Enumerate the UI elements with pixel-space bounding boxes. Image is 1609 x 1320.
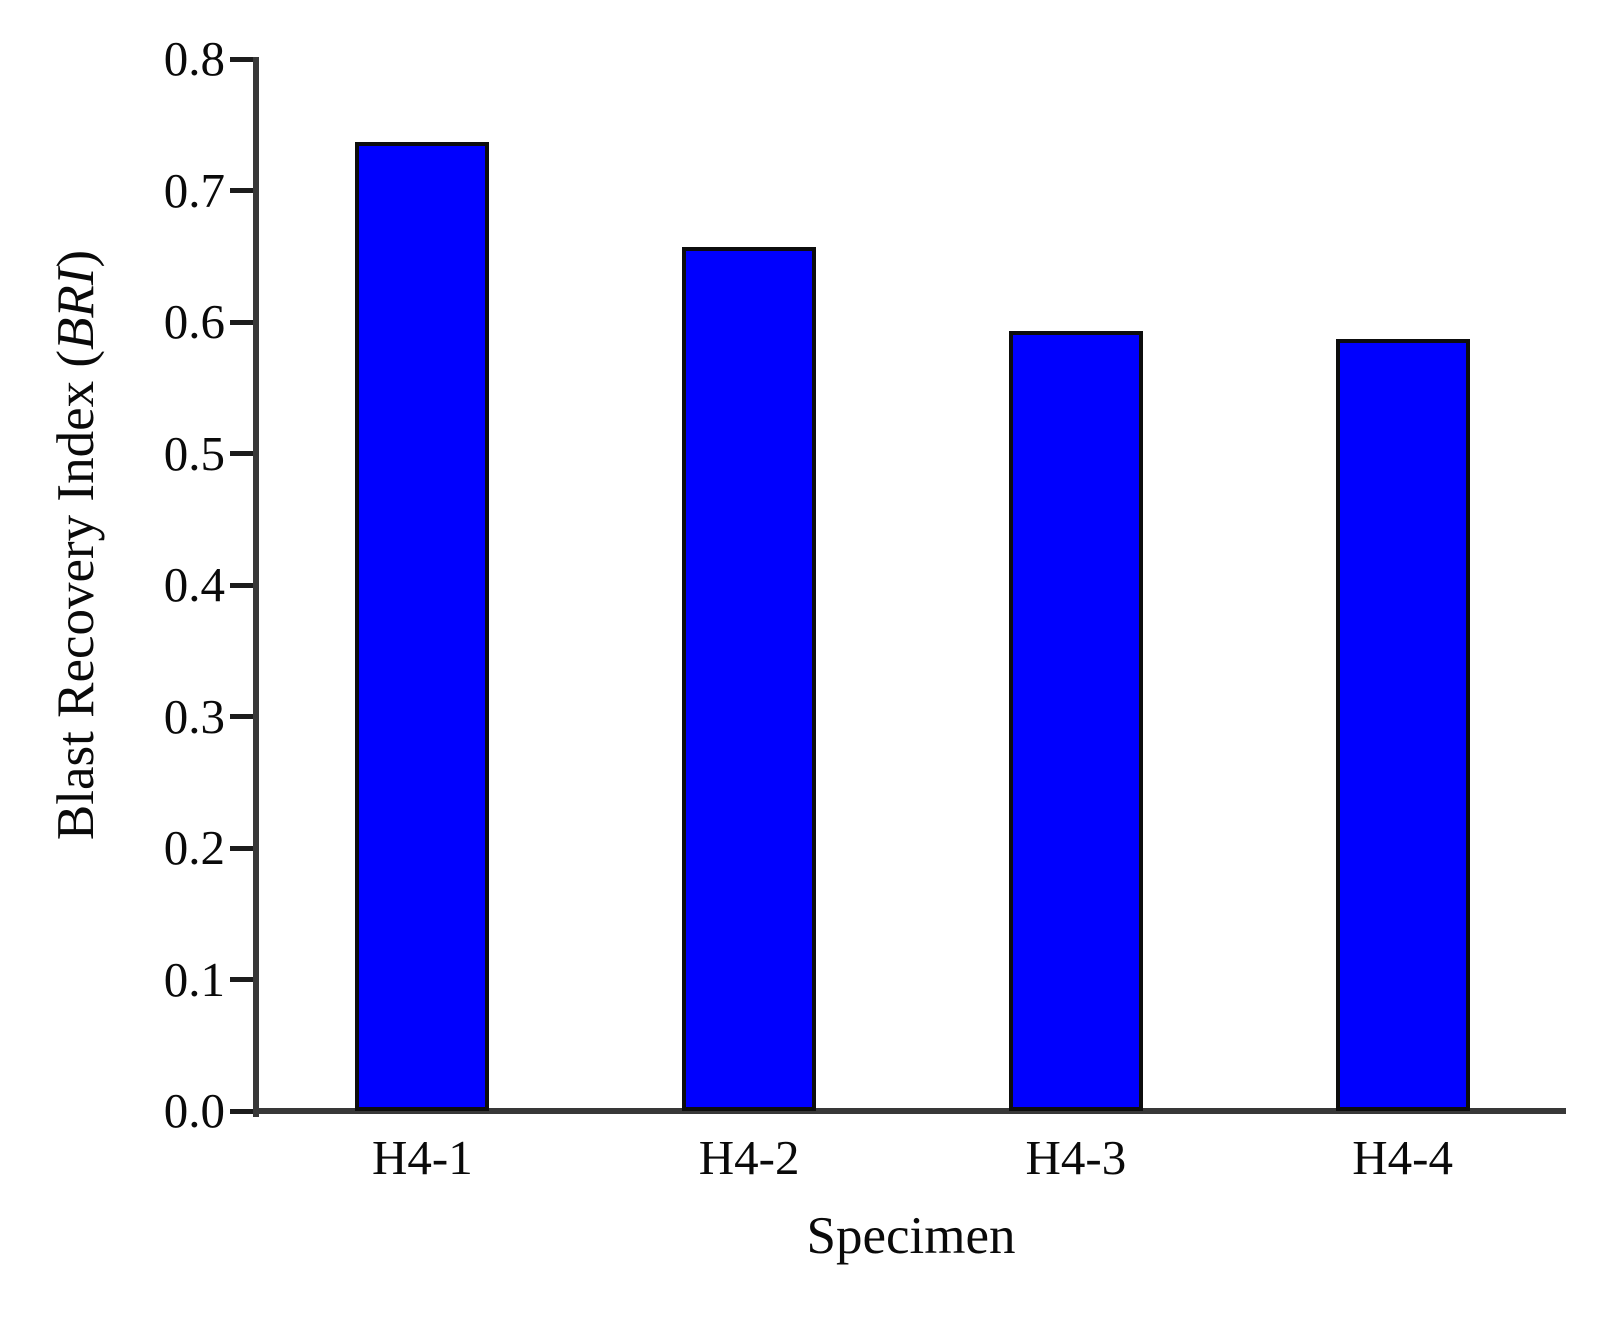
y-tick-label: 0.3 bbox=[163, 688, 225, 744]
y-axis-title-suffix: ) bbox=[47, 249, 105, 268]
bar-H4-1 bbox=[355, 141, 490, 1111]
y-tick-mark bbox=[230, 582, 253, 588]
y-tick-label: 0.0 bbox=[163, 1083, 225, 1138]
y-tick-mark bbox=[230, 188, 253, 193]
y-tick-label: 0.2 bbox=[163, 820, 225, 875]
y-tick-mark bbox=[230, 319, 253, 325]
y-tick-label: 0.4 bbox=[163, 557, 225, 612]
bar-H4-3 bbox=[1008, 331, 1143, 1111]
y-tick-label: 0.1 bbox=[163, 951, 225, 1007]
x-tick-label-H4-3: H4-3 bbox=[1025, 1130, 1127, 1185]
x-axis-title: Specimen bbox=[806, 1207, 1016, 1265]
y-tick-mark bbox=[230, 451, 253, 456]
y-axis-line bbox=[253, 57, 259, 1117]
y-tick-mark bbox=[230, 977, 253, 982]
x-tick-label-H4-4: H4-4 bbox=[1352, 1130, 1453, 1185]
x-tick-label-H4-2: H4-2 bbox=[698, 1130, 800, 1185]
y-tick-mark bbox=[230, 1108, 253, 1114]
y-tick-mark bbox=[230, 845, 253, 851]
y-tick-label: 0.8 bbox=[163, 31, 225, 86]
y-tick-label: 0.6 bbox=[163, 294, 225, 349]
bar-H4-4 bbox=[1335, 339, 1470, 1111]
bar-H4-2 bbox=[682, 247, 817, 1111]
y-tick-label: 0.5 bbox=[163, 425, 225, 481]
y-tick-label: 0.7 bbox=[163, 162, 225, 218]
x-tick-label-H4-1: H4-1 bbox=[372, 1130, 473, 1185]
y-tick-mark bbox=[230, 56, 253, 62]
x-axis-line bbox=[253, 1108, 1566, 1114]
y-tick-mark bbox=[230, 714, 253, 719]
